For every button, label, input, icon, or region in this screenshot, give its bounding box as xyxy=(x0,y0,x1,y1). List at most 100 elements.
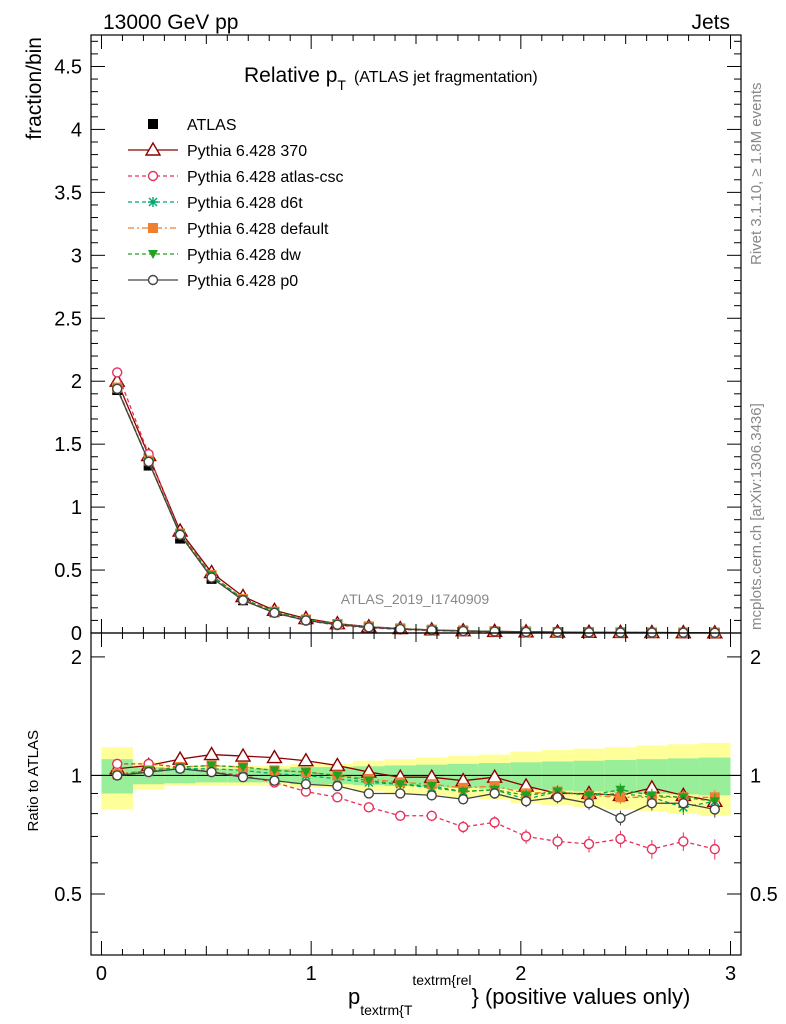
legend-marker-3 xyxy=(148,197,158,207)
x-tick-label: 0 xyxy=(96,963,107,985)
x-tick-label: 3 xyxy=(725,963,736,985)
ratio-point-2-12 xyxy=(489,817,500,828)
ratio-point-1-6 xyxy=(297,752,315,767)
ratio-point-2-0 xyxy=(112,758,123,770)
ratio-point-2-13 xyxy=(520,831,532,842)
ratio-line-1 xyxy=(117,753,715,802)
legend-label-1: Pythia 6.428 370 xyxy=(187,143,307,160)
ratio-point-6-8 xyxy=(363,788,375,799)
legend-label-3: Pythia 6.428 d6t xyxy=(187,195,303,212)
data-point-6-8 xyxy=(363,622,375,633)
data-point-6-1 xyxy=(143,456,154,467)
ratio-y-tick-label-right: 0.5 xyxy=(750,884,778,906)
ratio-point-2-9 xyxy=(395,810,406,821)
ratio-point-6-5 xyxy=(269,775,280,786)
ratio-point-6-19 xyxy=(709,804,720,815)
ratio-y-tick-label: 0.5 xyxy=(54,884,82,906)
ratio-point-6-14 xyxy=(552,792,563,803)
y-tick-label: 4.5 xyxy=(54,56,82,78)
ratio-uncertainty-bands xyxy=(101,742,731,816)
y-tick-label: 2 xyxy=(71,371,82,393)
ratio-point-6-18 xyxy=(678,798,689,809)
ratio-point-6-16 xyxy=(615,812,626,824)
data-point-6-6 xyxy=(300,615,312,626)
ratio-series-6 xyxy=(112,763,720,826)
band-inner-19 xyxy=(699,757,731,796)
x-tick-label: 2 xyxy=(515,963,526,985)
category-label: Jets xyxy=(691,11,730,34)
ratio-point-6-17 xyxy=(646,798,658,809)
legend-marker-5 xyxy=(148,250,158,259)
data-point-6-7 xyxy=(332,619,343,630)
y-tick-label: 3.5 xyxy=(54,182,82,204)
ratio-point-5-17 xyxy=(646,791,657,801)
ratio-line-3 xyxy=(117,768,715,808)
x-tick-label: 1 xyxy=(306,963,317,985)
data-point-6-9 xyxy=(395,623,406,635)
legend-label-6: Pythia 6.428 p0 xyxy=(187,273,298,290)
axes-ticks: 0 1 2 3 0 0.5 1 1.5 2 2.5 3 3.5 4 4.5 0.5 0.5 1 1 2 2 xyxy=(54,35,778,985)
y-axis-label: fraction/bin xyxy=(23,37,46,140)
legend-marker-2 xyxy=(147,170,159,182)
ratio-y-axis-label: Ratio to ATLAS xyxy=(25,730,42,831)
ratio-point-2-7 xyxy=(332,792,343,803)
data-point-6-3 xyxy=(206,572,217,583)
ratio-point-1-4 xyxy=(234,747,252,762)
chart-title: Relative pT (ATLAS jet fragmentation) xyxy=(244,64,538,93)
ratio-y-tick-label: 2 xyxy=(71,647,82,669)
ratio-series-5 xyxy=(112,761,720,810)
ratio-point-5-6 xyxy=(300,768,311,778)
data-point-2-0 xyxy=(112,367,123,378)
y-tick-label: 4 xyxy=(71,119,82,141)
ratio-point-2-17 xyxy=(646,843,658,855)
y-tick-label: 2.5 xyxy=(54,308,82,330)
y-tick-label: 0.5 xyxy=(54,560,82,582)
ratio-point-6-15 xyxy=(583,798,595,809)
ratio-point-5-7 xyxy=(332,771,343,781)
ratio-point-2-16 xyxy=(615,833,626,845)
ratio-point-4-16 xyxy=(615,792,626,803)
ratio-point-5-11 xyxy=(458,787,469,797)
ratio-point-5-5 xyxy=(269,766,280,776)
y-tick-label: 0 xyxy=(71,623,82,645)
ratio-point-1-3 xyxy=(203,746,220,761)
ratio-point-2-10 xyxy=(426,810,437,821)
data-point-6-4 xyxy=(237,595,249,606)
data-point-6-11 xyxy=(457,625,469,637)
ratio-point-6-12 xyxy=(489,788,500,799)
data-point-6-12 xyxy=(489,626,500,637)
data-point-6-14 xyxy=(552,626,563,638)
ratio-point-2-18 xyxy=(678,836,689,847)
ratio-point-5-3 xyxy=(206,761,217,771)
ratio-point-6-9 xyxy=(395,788,406,799)
x-axis-label: ptextrm{Ttextrm{rel} (positive values on… xyxy=(348,972,690,1018)
rivet-version-label: Rivet 3.1.10, ≥ 1.8M events xyxy=(748,83,765,266)
legend-label-5: Pythia 6.428 dw xyxy=(187,247,301,264)
ratio-point-5-4 xyxy=(238,763,249,773)
ratio-point-2-19 xyxy=(709,843,720,855)
ratio-point-6-2 xyxy=(174,763,186,774)
ratio-point-5-15 xyxy=(583,791,594,801)
ratio-point-2-8 xyxy=(363,802,375,813)
legend-label-4: Pythia 6.428 default xyxy=(187,221,329,238)
analysis-watermark: ATLAS_2019_I1740909 xyxy=(341,591,490,607)
ratio-point-2-11 xyxy=(457,821,469,833)
ratio-point-6-1 xyxy=(143,766,154,778)
ratio-line-5 xyxy=(117,764,715,802)
ratio-point-6-4 xyxy=(237,771,249,783)
ratio-point-6-3 xyxy=(206,766,217,778)
data-point-6-5 xyxy=(269,607,280,619)
ratio-point-1-5 xyxy=(266,749,283,764)
ratio-point-5-16 xyxy=(615,785,626,795)
ratio-point-6-10 xyxy=(426,790,437,801)
ratio-point-6-0 xyxy=(112,770,123,781)
ratio-y-tick-label: 1 xyxy=(71,765,82,787)
y-tick-label: 3 xyxy=(71,245,82,267)
mcplots-site-label: mcplots.cern.ch [arXiv:1306.3436] xyxy=(748,403,765,630)
data-point-6-2 xyxy=(174,529,186,541)
ratio-plot-series xyxy=(108,746,724,860)
legend-marker-1 xyxy=(144,141,162,156)
legend-marker-6 xyxy=(147,274,159,286)
energy-label: 13000 GeV pp xyxy=(103,11,238,34)
